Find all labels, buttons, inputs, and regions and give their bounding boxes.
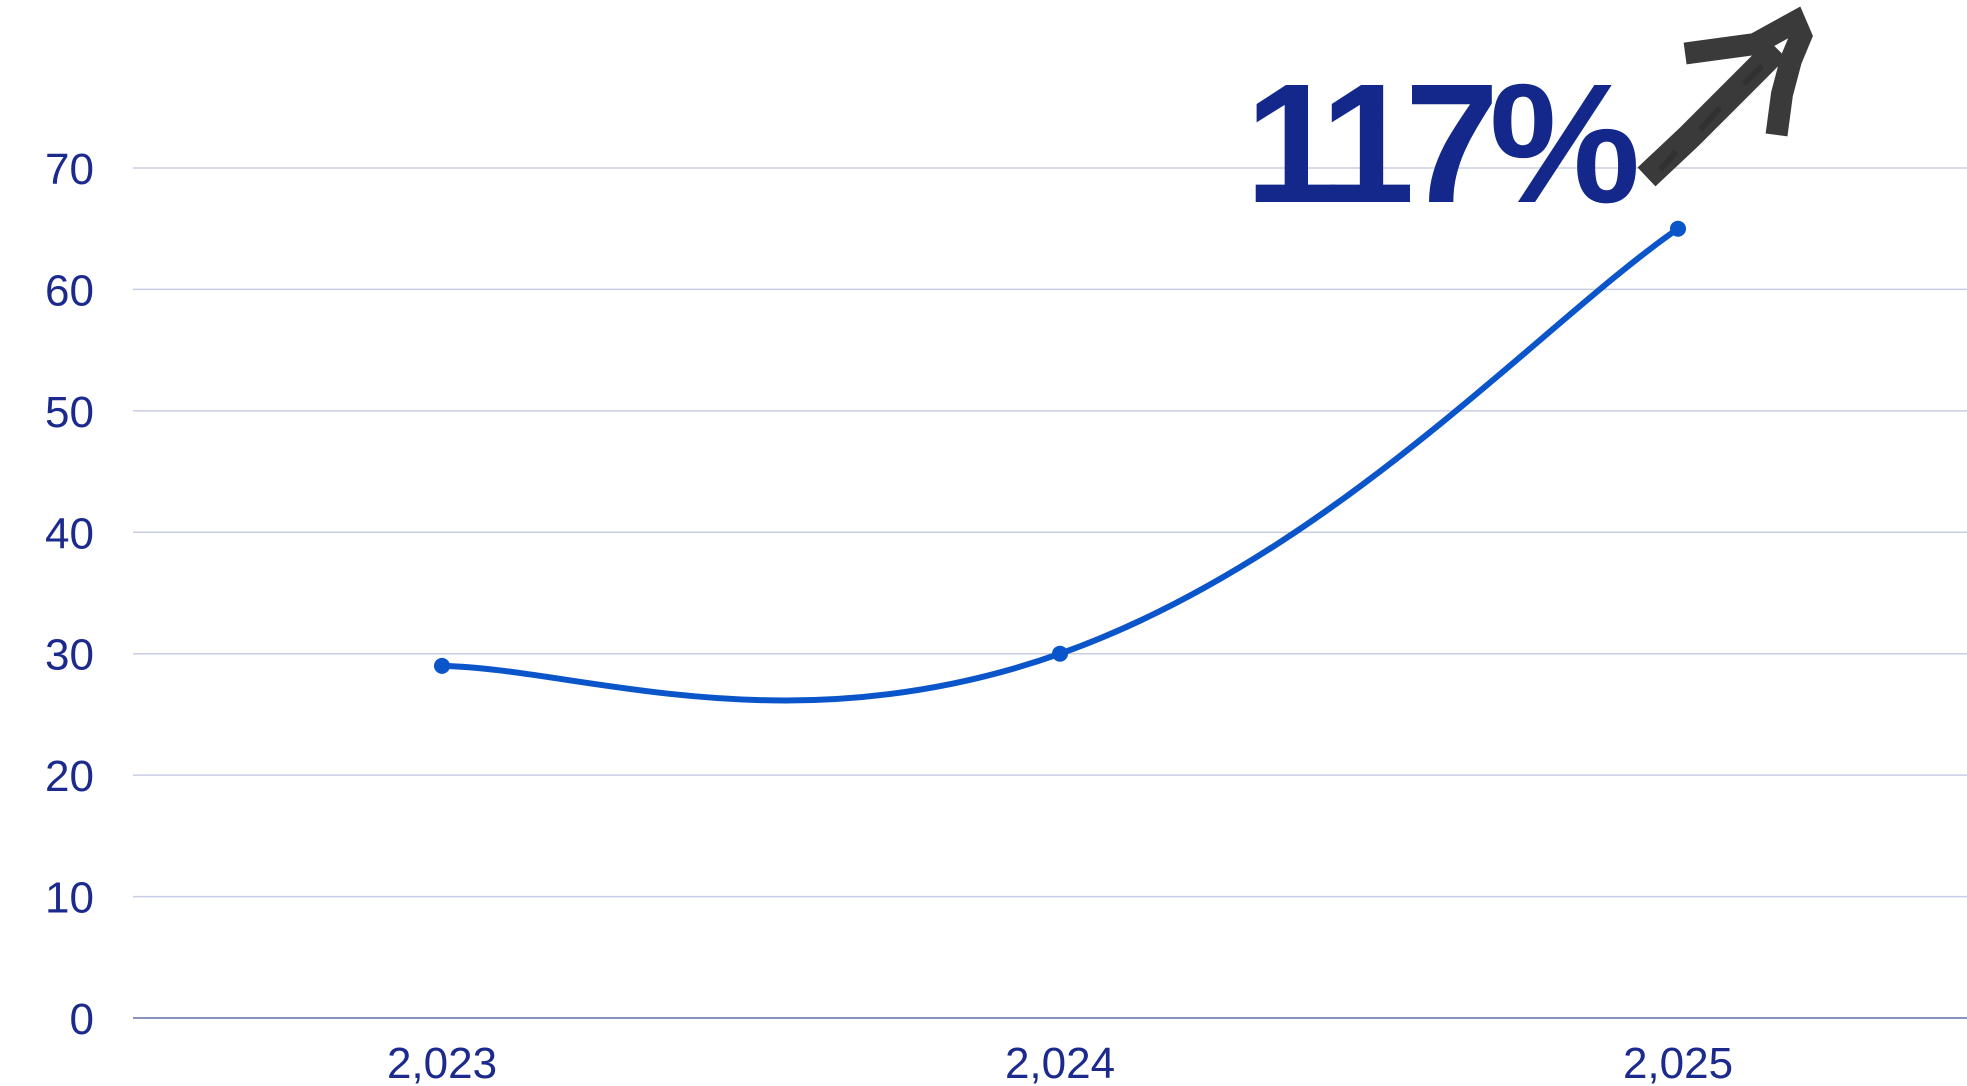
series-group	[439, 225, 1681, 704]
data-point	[434, 657, 450, 674]
y-axis-tick-labels: 0 10 20 30 40 50 60 70	[45, 145, 94, 1044]
x-tick-label: 2,025	[1623, 1039, 1733, 1086]
data-point	[1052, 645, 1068, 662]
y-tick-label: 20	[45, 752, 94, 801]
y-tick-label: 40	[45, 509, 94, 558]
x-axis-tick-labels: 2,023 2,024 2,025	[387, 1039, 1733, 1086]
y-tick-label: 60	[45, 266, 94, 315]
y-tick-label: 50	[45, 388, 94, 437]
x-tick-label: 2,024	[1005, 1039, 1115, 1086]
y-tick-label: 30	[45, 631, 94, 680]
series-line	[439, 225, 1681, 704]
y-tick-label: 10	[45, 874, 94, 923]
data-points	[434, 220, 1686, 674]
grid-lines	[133, 167, 1967, 1019]
x-tick-label: 2,023	[387, 1039, 497, 1086]
y-tick-label: 0	[70, 995, 94, 1044]
hand-drawn-arrow-up-right-icon	[1637, 6, 1813, 187]
data-point	[1670, 220, 1686, 237]
y-tick-label: 70	[45, 145, 94, 194]
growth-percentage-callout: 117%	[1245, 49, 1636, 239]
